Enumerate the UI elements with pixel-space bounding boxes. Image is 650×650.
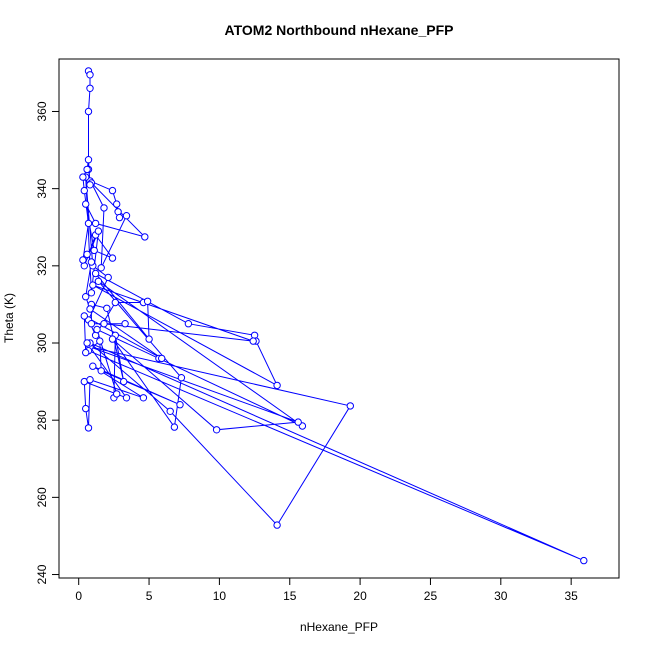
data-point — [122, 394, 131, 402]
data-point — [90, 246, 98, 255]
data-point — [108, 186, 117, 195]
y-tick-label: 260 — [35, 487, 49, 507]
series-line — [82, 70, 585, 562]
data-point — [94, 227, 103, 235]
data-point — [86, 71, 94, 79]
data-point — [212, 426, 221, 434]
y-axis-label: Theta (K) — [2, 293, 16, 343]
data-point — [91, 219, 100, 228]
data-point — [97, 367, 105, 375]
plot-frame — [58, 58, 620, 579]
data-points — [79, 67, 588, 565]
data-point — [145, 335, 153, 343]
y-tick-label: 320 — [35, 255, 49, 275]
chart-title: ATOM2 Northbound nHexane_PFP — [225, 22, 454, 38]
data-point — [121, 320, 129, 328]
data-point — [83, 250, 91, 259]
data-point — [82, 404, 90, 413]
data-point — [115, 213, 124, 222]
data-point — [273, 521, 281, 529]
x-tick-label: 35 — [564, 589, 578, 603]
x-tick-label: 20 — [353, 589, 367, 603]
data-point — [97, 264, 105, 272]
data-point — [83, 165, 91, 174]
y-tick-label: 300 — [35, 333, 49, 353]
data-point — [176, 401, 184, 409]
data-point — [170, 423, 179, 431]
data-point — [294, 418, 302, 426]
data-point — [346, 402, 354, 410]
data-point — [120, 377, 128, 386]
data-point — [111, 298, 120, 307]
data-point — [122, 212, 131, 220]
data-point — [93, 325, 101, 334]
data-point — [87, 258, 96, 266]
data-point — [108, 254, 117, 262]
x-axis: 0 5 10 15 20 25 30 35 — [75, 577, 578, 603]
data-point — [89, 362, 97, 370]
data-point — [79, 173, 87, 181]
data-point — [86, 376, 94, 384]
data-point — [91, 269, 100, 278]
data-point — [184, 320, 193, 328]
x-tick-label: 15 — [283, 589, 297, 603]
data-point — [96, 337, 104, 345]
data-point — [100, 320, 108, 328]
data-point — [83, 339, 91, 347]
data-point — [87, 320, 96, 328]
data-point — [94, 277, 103, 285]
data-point — [89, 281, 97, 289]
data-point — [82, 348, 90, 357]
data-point — [79, 256, 87, 264]
x-tick-label: 5 — [146, 589, 153, 603]
data-point — [580, 556, 588, 565]
y-tick-label: 360 — [35, 101, 49, 121]
x-axis-label: nHexane_PFP — [300, 620, 378, 634]
data-point — [249, 337, 257, 345]
y-tick-label: 340 — [35, 178, 49, 198]
data-point — [166, 407, 174, 415]
data-point — [82, 293, 90, 301]
x-tick-label: 10 — [213, 589, 227, 603]
data-point — [113, 390, 121, 398]
data-point — [104, 273, 112, 282]
data-point — [139, 394, 148, 402]
data-point — [273, 381, 281, 390]
data-point — [141, 233, 149, 241]
data-point — [84, 107, 93, 116]
y-axis: 240 260 280 300 320 340 360 — [35, 101, 60, 585]
data-point — [177, 374, 186, 382]
x-tick-label: 0 — [75, 589, 82, 603]
data-point — [84, 219, 93, 228]
y-tick-label: 240 — [35, 564, 49, 584]
x-tick-label: 25 — [424, 589, 438, 603]
data-point — [84, 424, 93, 432]
data-point — [100, 204, 108, 212]
y-tick-label: 280 — [35, 410, 49, 430]
data-point — [86, 305, 94, 313]
data-point — [87, 289, 96, 297]
data-point — [108, 335, 117, 343]
data-point — [113, 200, 121, 208]
data-point — [84, 156, 93, 164]
data-point — [80, 186, 89, 195]
x-tick-label: 30 — [494, 589, 508, 603]
data-point — [86, 181, 94, 189]
data-point — [80, 312, 89, 320]
data-point — [82, 200, 90, 208]
data-point — [86, 84, 94, 93]
data-point — [143, 297, 152, 305]
data-point — [158, 354, 166, 363]
data-point — [103, 304, 111, 312]
